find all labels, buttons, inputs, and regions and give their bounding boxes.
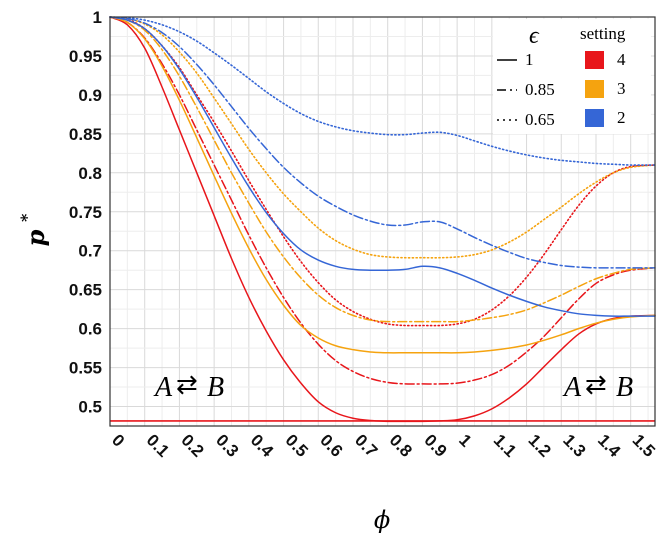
legend-setting-swatch bbox=[585, 109, 604, 127]
legend-epsilon-entries: 1 0.85 0.65 bbox=[497, 50, 555, 129]
legend-setting-label: 2 bbox=[617, 108, 626, 127]
annotation-right-arrows: ⇄ bbox=[585, 370, 607, 399]
annotation-left-a: A bbox=[153, 372, 173, 403]
annotation-left: A ⇄ B bbox=[153, 370, 224, 403]
y-axis-label: p bbox=[21, 229, 50, 246]
plot-frame bbox=[109, 16, 656, 427]
y-tick-label: 1 bbox=[93, 8, 102, 27]
annotation-left-b: B bbox=[207, 372, 224, 403]
y-tick-label: 0.6 bbox=[78, 320, 102, 339]
series-line-setting-2-eps-0.65 bbox=[109, 16, 656, 166]
grid bbox=[110, 16, 655, 426]
legend-setting-label: 3 bbox=[617, 79, 626, 98]
legend-setting-title: setting bbox=[580, 24, 626, 43]
legend-setting-swatch bbox=[585, 51, 604, 69]
y-tick-label: 0.5 bbox=[78, 398, 102, 417]
y-tick-label: 0.75 bbox=[69, 203, 102, 222]
legend-setting-entries: 4 3 2 bbox=[585, 50, 626, 127]
series-line-setting-4-eps-0.85 bbox=[109, 16, 656, 385]
annotation-right-b: B bbox=[616, 372, 633, 403]
legend-epsilon-label: 0.85 bbox=[525, 80, 555, 99]
y-tick-label: 0.55 bbox=[69, 359, 102, 378]
y-tick-labels: 0.5 0.55 0.6 0.65 0.7 0.75 0.8 0.85 0.9 0.95 1 bbox=[69, 8, 102, 417]
annotation-left-arrows: ⇄ bbox=[176, 370, 198, 399]
y-axis-label-group: p * bbox=[17, 213, 50, 246]
annotation-right-a: A bbox=[562, 372, 582, 403]
legend: ϵ setting 1 0.85 0.65 4 3 2 bbox=[493, 19, 651, 134]
legend-setting-swatch bbox=[585, 80, 604, 98]
y-axis-label-superscript: * bbox=[17, 213, 36, 222]
y-tick-label: 0.7 bbox=[78, 242, 102, 261]
y-tick-label: 0.95 bbox=[69, 47, 102, 66]
y-tick-label: 0.85 bbox=[69, 125, 102, 144]
legend-epsilon-label: 1 bbox=[525, 50, 534, 69]
series-line-setting-2-eps-0.85 bbox=[109, 16, 656, 269]
annotation-right: A ⇄ B bbox=[562, 370, 633, 403]
legend-epsilon-label: 0.65 bbox=[525, 110, 555, 129]
legend-epsilon-title: ϵ bbox=[529, 23, 540, 49]
series-line-setting-3-eps-1 bbox=[109, 16, 656, 354]
y-tick-label: 0.9 bbox=[78, 86, 102, 105]
legend-background bbox=[493, 19, 651, 134]
legend-setting-label: 4 bbox=[617, 50, 626, 69]
series-line-setting-4-eps-0.65 bbox=[109, 16, 656, 327]
series-line-setting-3-eps-0.85 bbox=[109, 16, 656, 323]
series-line-setting-4-eps-1 bbox=[109, 16, 656, 423]
series-line-setting-3-eps-0.65 bbox=[109, 16, 656, 259]
series-lines bbox=[109, 16, 656, 423]
series-line-setting-2-eps-1 bbox=[109, 16, 656, 317]
y-tick-label: 0.8 bbox=[78, 164, 102, 183]
y-tick-label: 0.65 bbox=[69, 281, 102, 300]
x-axis-label: ϕ bbox=[374, 506, 390, 534]
